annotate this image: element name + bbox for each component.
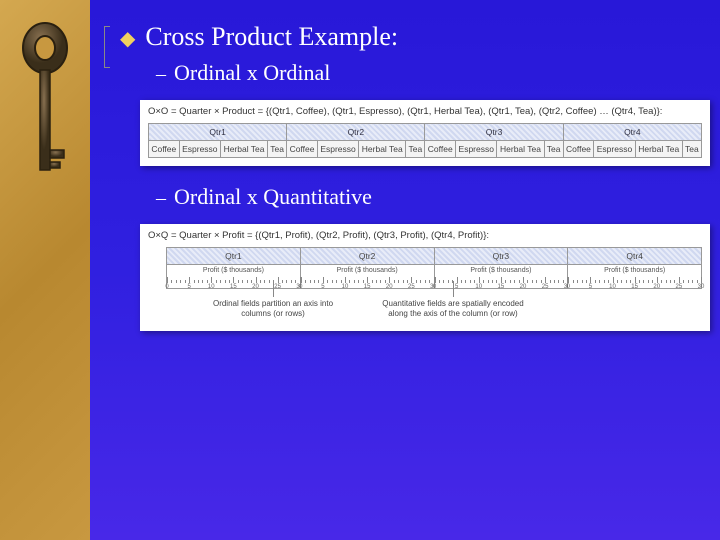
- subtitle-2: Ordinal x Quantitative: [174, 184, 372, 210]
- ruler: 051015202530: [435, 274, 568, 288]
- axis-cell: Qtr2Profit ($ thousands)051015202530: [301, 247, 435, 289]
- profit-label: Profit ($ thousands): [301, 265, 434, 274]
- product-cell: Espresso: [317, 141, 358, 158]
- quarter-label: Qtr4: [568, 248, 701, 265]
- annotation-row: Ordinal fields partition an axis into co…: [148, 299, 702, 319]
- dash-bullet-icon: –: [156, 187, 166, 210]
- ruler: 051015202530: [167, 274, 300, 288]
- product-cell: Espresso: [179, 141, 220, 158]
- product-cell: Tea: [544, 141, 563, 158]
- subtitle-1: Ordinal x Ordinal: [174, 60, 330, 86]
- quarter-header: Qtr2: [287, 124, 425, 141]
- formula-2: O×Q = Quarter × Profit = {(Qtr1, Profit)…: [148, 230, 702, 241]
- ruler: 051015202530: [301, 274, 434, 288]
- product-cell: Herbal Tea: [221, 141, 268, 158]
- product-cell: Coffee: [149, 141, 180, 158]
- product-cell: Coffee: [287, 141, 318, 158]
- oq-axis-row: Qtr1Profit ($ thousands)051015202530Qtr2…: [166, 247, 702, 289]
- product-cell: Coffee: [563, 141, 594, 158]
- product-cell: Coffee: [425, 141, 456, 158]
- formula-1: O×O = Quarter × Product = {(Qtr1, Coffee…: [148, 106, 702, 117]
- axis-cell: Qtr4Profit ($ thousands)051015202530: [568, 247, 702, 289]
- quarter-header: Qtr3: [425, 124, 563, 141]
- ordinal-quant-panel: O×Q = Quarter × Profit = {(Qtr1, Profit)…: [140, 224, 710, 331]
- quarter-header: Qtr1: [149, 124, 287, 141]
- quarter-label: Qtr3: [435, 248, 568, 265]
- key-icon: [18, 20, 73, 200]
- axis-cell: Qtr3Profit ($ thousands)051015202530: [435, 247, 569, 289]
- product-cell: Herbal Tea: [359, 141, 406, 158]
- quarter-label: Qtr2: [301, 248, 434, 265]
- dash-bullet-icon: –: [156, 63, 166, 86]
- product-cell: Tea: [268, 141, 287, 158]
- ordinal-ordinal-panel: O×O = Quarter × Product = {(Qtr1, Coffee…: [140, 100, 710, 166]
- bracket-icon: [104, 26, 110, 68]
- slide-content: ◆ Cross Product Example: – Ordinal x Ord…: [90, 0, 720, 540]
- profit-label: Profit ($ thousands): [167, 265, 300, 274]
- slide-title: Cross Product Example:: [145, 22, 398, 52]
- product-cell: Herbal Tea: [497, 141, 544, 158]
- ruler: 051015202530: [568, 274, 701, 288]
- oo-table: Qtr1Qtr2Qtr3Qtr4 CoffeeEspressoHerbal Te…: [148, 123, 702, 158]
- product-cell: Herbal Tea: [635, 141, 682, 158]
- product-cell: Tea: [406, 141, 425, 158]
- axis-cell: Qtr1Profit ($ thousands)051015202530: [166, 247, 301, 289]
- product-cell: Espresso: [594, 141, 635, 158]
- diamond-bullet-icon: ◆: [120, 26, 135, 51]
- profit-label: Profit ($ thousands): [568, 265, 701, 274]
- quarter-label: Qtr1: [167, 248, 300, 265]
- annotation-quantitative: Quantitative fields are spatially encode…: [378, 299, 528, 319]
- decorative-sidebar: [0, 0, 90, 540]
- product-cell: Tea: [682, 141, 701, 158]
- profit-label: Profit ($ thousands): [435, 265, 568, 274]
- quarter-header: Qtr4: [563, 124, 701, 141]
- annotation-ordinal: Ordinal fields partition an axis into co…: [198, 299, 348, 319]
- product-cell: Espresso: [456, 141, 497, 158]
